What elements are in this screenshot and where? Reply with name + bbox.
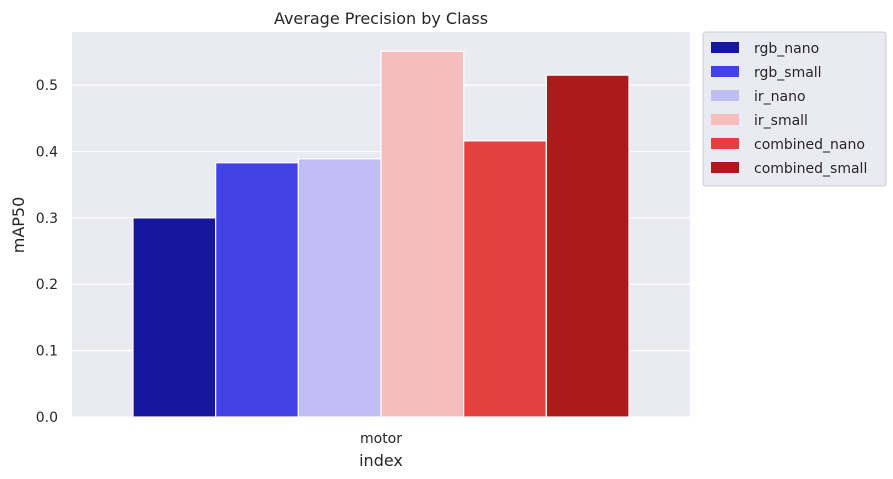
- y-tick-label: 0.0: [36, 410, 58, 426]
- legend-label: rgb_small: [754, 65, 822, 81]
- bar-rgb_nano: [132, 217, 217, 418]
- chart-title: Average Precision by Class: [274, 9, 488, 28]
- y-tick-label: 0.3: [36, 211, 58, 227]
- legend-swatch: [711, 42, 739, 53]
- legend-label: combined_small: [754, 161, 867, 177]
- legend-frame: [702, 31, 887, 187]
- x-axis-label: index: [359, 451, 403, 470]
- y-axis-label: mAP50: [9, 197, 28, 254]
- legend-swatch: [711, 138, 739, 149]
- y-tick-label: 0.2: [36, 277, 58, 293]
- x-axis-ticks: motor: [360, 431, 402, 447]
- bars: [132, 50, 630, 418]
- y-axis-ticks: 0.0 0.1 0.2 0.3 0.4 0.5: [36, 78, 58, 426]
- bar-ir_nano: [297, 158, 382, 418]
- bar-combined_nano: [463, 140, 547, 418]
- legend-swatch: [711, 90, 739, 101]
- legend: rgb_nano rgb_small ir_nano ir_small combined…: [702, 31, 887, 187]
- bar-ir_small: [380, 50, 465, 418]
- bar-rgb_small: [215, 162, 299, 418]
- legend-label: ir_small: [754, 113, 808, 129]
- legend-label: rgb_nano: [754, 41, 819, 57]
- x-tick-label: motor: [360, 431, 402, 447]
- y-tick-label: 0.4: [36, 144, 58, 160]
- bar-combined_small: [545, 74, 630, 418]
- legend-label: combined_nano: [754, 137, 865, 153]
- legend-swatch: [711, 114, 739, 125]
- legend-label: ir_nano: [754, 89, 806, 105]
- legend-swatch: [711, 66, 739, 77]
- legend-swatch: [711, 162, 739, 173]
- y-tick-label: 0.5: [36, 78, 58, 94]
- y-tick-label: 0.1: [36, 344, 58, 360]
